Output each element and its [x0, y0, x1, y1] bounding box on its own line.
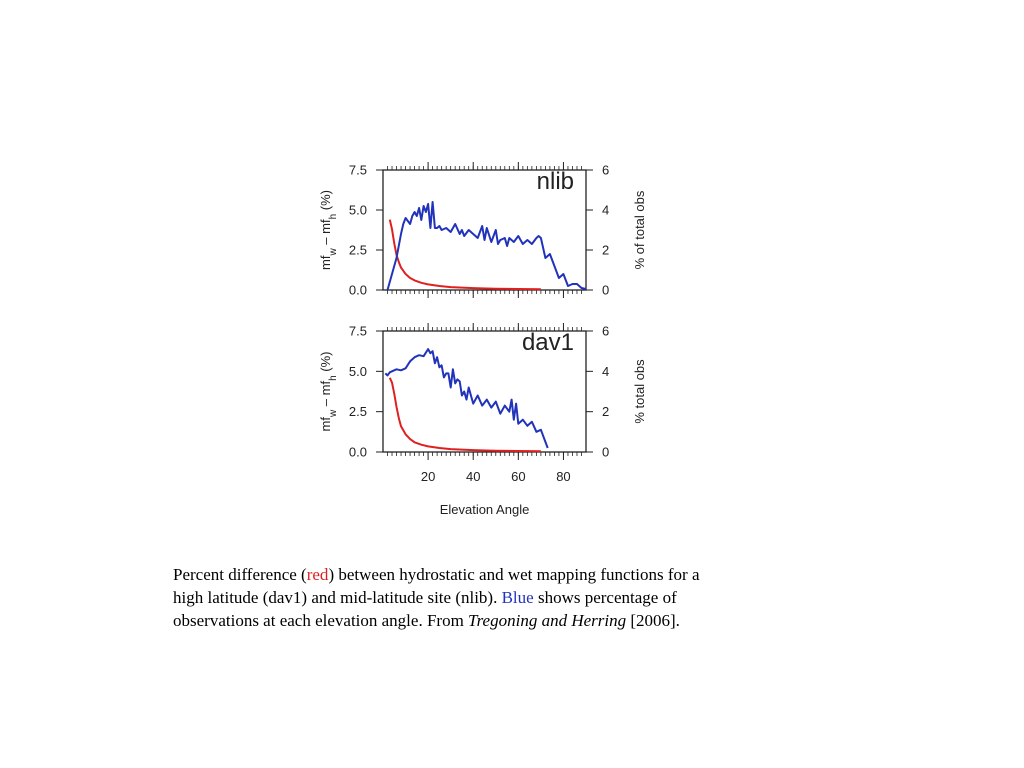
y-left-tick-label: 2.5: [349, 404, 367, 419]
y-left-axis-title: mfw – mfh (%): [318, 190, 339, 270]
y-right-tick-label: 6: [602, 163, 609, 178]
series-line-percent-obs: [384, 348, 549, 449]
x-tick-label: 40: [466, 469, 480, 484]
y-left-axis-title-part: w: [328, 248, 339, 257]
y-left-axis-title-part: – mf: [318, 219, 333, 248]
plot-frame: [382, 330, 587, 453]
x-tick-label: 20: [421, 469, 435, 484]
y-left-tick-label: 0.0: [349, 283, 367, 298]
y-left-axis-title-part: (%): [318, 352, 333, 376]
y-right-axis-title: % of total obs: [632, 190, 647, 269]
series-line-percent-difference: [388, 219, 541, 291]
y-left-axis-title-part: – mf: [318, 381, 333, 410]
plot-frame: [382, 169, 587, 291]
y-left-tick-label: 5.0: [349, 203, 367, 218]
series-line-percent-obs: [386, 201, 587, 291]
caption-text: ) between hydrostatic and wet mapping fu…: [328, 565, 700, 584]
y-right-tick-label: 4: [602, 364, 609, 379]
x-tick-label: 80: [556, 469, 570, 484]
y-right-tick-label: 4: [602, 203, 609, 218]
caption-text: high latitude (dav1) and mid-latitude si…: [173, 588, 502, 607]
caption-text: [2006].: [626, 611, 680, 630]
y-left-axis-title-part: w: [328, 409, 339, 418]
caption-blue-word: Blue: [501, 588, 534, 607]
x-tick-label: 60: [511, 469, 525, 484]
caption-red-word: red: [306, 565, 329, 584]
y-left-axis-title-part: mf: [318, 255, 333, 270]
y-left-tick-label: 7.5: [349, 324, 367, 339]
y-right-tick-label: 0: [602, 445, 609, 460]
y-left-axis-title-part: h: [328, 375, 339, 381]
caption-text: Percent difference (: [173, 565, 307, 584]
y-left-tick-label: 0.0: [349, 445, 367, 460]
y-left-axis-title: mfw – mfh (%): [318, 352, 339, 432]
chart-panel-nlib: 0.0 2.5 5.0 7.5 0 2 4 6 nlib mfw – mfh (%) % of to…: [318, 162, 647, 298]
y-left-tick-label: 2.5: [349, 243, 367, 258]
caption-citation: Tregoning and Herring: [468, 611, 627, 630]
y-right-tick-label: 6: [602, 324, 609, 339]
y-left-axis-title-part: h: [328, 214, 339, 220]
caption-text: observations at each elevation angle. Fr…: [173, 611, 469, 630]
y-left-axis-title-part: (%): [318, 190, 333, 214]
y-right-tick-label: 2: [602, 404, 609, 419]
chart-panel-dav1: 20 40 60 80 0.0 2.5 5.0 7.5 0 2 4 6 dav1 mfw – mfh (%…: [318, 323, 647, 517]
x-axis-title: Elevation Angle: [440, 502, 530, 517]
y-left-axis-title-part: mf: [318, 417, 333, 432]
y-right-axis-title: % total obs: [632, 359, 647, 424]
y-left-tick-label: 7.5: [349, 163, 367, 178]
y-right-tick-label: 0: [602, 283, 609, 298]
y-right-tick-label: 2: [602, 243, 609, 258]
panel-label: nlib: [537, 168, 574, 195]
panel-label: dav1: [522, 329, 574, 356]
figure-caption: Percent difference (red) between hydrost…: [173, 563, 813, 632]
y-left-tick-label: 5.0: [349, 364, 367, 379]
caption-text: shows percentage of: [533, 588, 677, 607]
series-line-percent-difference: [388, 377, 541, 453]
